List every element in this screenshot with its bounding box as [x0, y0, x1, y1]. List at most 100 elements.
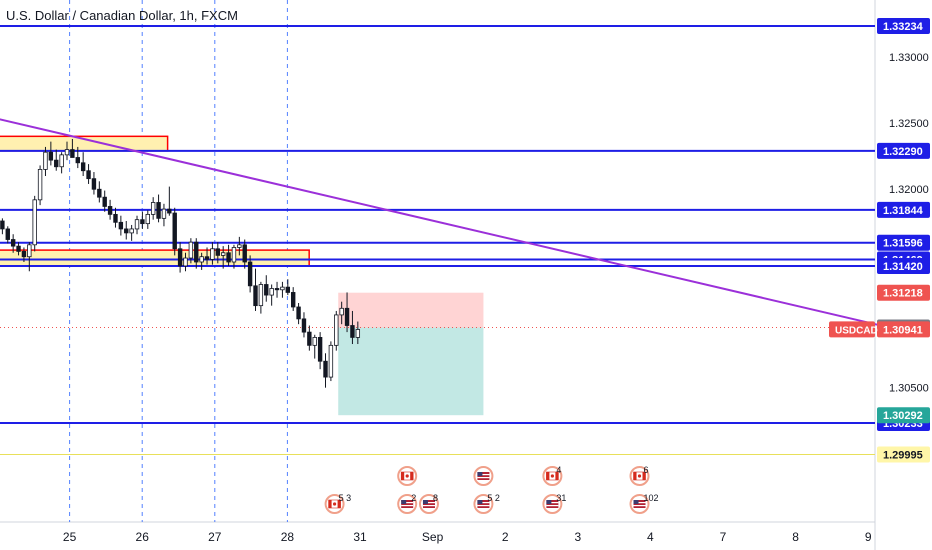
candle-body [204, 256, 210, 260]
usa-flag-stripe [633, 505, 646, 507]
time-tick-label: 3 [574, 530, 581, 544]
canada-flag-band [546, 472, 550, 480]
candle-body [140, 219, 145, 225]
level-price-label: 1.33234 [883, 21, 924, 33]
candle-body [220, 252, 226, 256]
candle-body [75, 157, 80, 164]
level-price-label-bg [877, 201, 930, 218]
candle-body [0, 220, 5, 230]
usa-flag-icon [546, 500, 559, 508]
candle-body [177, 248, 183, 267]
candle-body [226, 252, 231, 263]
candle-body [172, 212, 177, 250]
candle-body [328, 344, 334, 378]
time-tick-label: 7 [720, 530, 727, 544]
candle-body [37, 169, 43, 201]
time-tick-label: Sep [422, 530, 444, 544]
candle-body [339, 307, 344, 316]
usa-flag-stripe [422, 505, 435, 507]
event-count-label: 102 [644, 493, 659, 503]
usa-flag-stripe [546, 502, 559, 504]
level-price-label-bg [877, 18, 930, 34]
candle-body [91, 178, 97, 190]
event-count-label: 2 [411, 493, 416, 503]
current-price-label-bg [877, 321, 930, 338]
usa-flag-icon [422, 500, 435, 508]
usa-flag-canton [633, 500, 639, 504]
event-count-label: 6 [644, 465, 649, 475]
candle-body [145, 213, 150, 225]
maple-leaf-icon [637, 474, 642, 478]
maple-leaf-icon [405, 474, 409, 478]
canada-flag-band [337, 500, 341, 508]
usa-flag-stripe [546, 505, 559, 507]
stop-loss-zone[interactable] [338, 292, 484, 328]
time-tick-label: 9 [865, 530, 872, 544]
time-tick-label: 8 [792, 530, 799, 544]
level-price-label-bg [877, 142, 930, 159]
candle-body [285, 286, 291, 293]
candle-body [274, 288, 280, 291]
time-tick-label: 31 [353, 530, 367, 544]
usa-flag-stripe [401, 502, 414, 504]
candle-body [269, 288, 274, 296]
candle-body [264, 284, 269, 296]
canada-flag-band [633, 472, 637, 480]
position-price-label-bg [877, 407, 930, 424]
position-price-label-bg [877, 284, 930, 301]
price-tick-label: 1.30500 [889, 383, 929, 395]
usa-flag-canton [477, 500, 483, 504]
candle-body [258, 284, 264, 307]
level-price-label-bg [877, 234, 930, 251]
canada-flag-band [401, 472, 405, 480]
candle-body [280, 286, 285, 291]
chart-title: U.S. Dollar / Canadian Dollar, 1h, FXCM [6, 8, 238, 23]
candle-body [199, 256, 204, 263]
candle-body [21, 251, 27, 258]
price-tick-label: 1.32500 [889, 118, 929, 130]
candle-body [102, 196, 107, 207]
usa-flag-icon [477, 500, 490, 508]
time-tick-label: 4 [647, 530, 654, 544]
price-tick-label: 1.32000 [889, 184, 929, 196]
usa-flag-icon [401, 500, 414, 508]
candle-body [10, 239, 16, 247]
usa-flag-stripe [477, 474, 490, 476]
candle-body [210, 248, 215, 260]
time-tick-label: 26 [136, 530, 150, 544]
candle-body [124, 228, 129, 234]
level-price-label: 1.32290 [883, 146, 923, 158]
candle-body [161, 208, 167, 219]
candle-body [113, 213, 118, 223]
candle-body [323, 360, 328, 378]
canada-flag-band [410, 472, 414, 480]
candle-body [307, 331, 312, 346]
usa-flag-stripe [401, 505, 414, 507]
candle-body [97, 188, 102, 198]
candle-body [80, 162, 86, 172]
maple-leaf-icon [550, 474, 554, 478]
position-price-label: 1.30292 [883, 410, 923, 422]
price-tick-label: 1.33000 [889, 52, 929, 64]
candle-body [134, 219, 140, 230]
usa-flag-stripe [422, 502, 435, 504]
level-price-label: 1.31596 [883, 238, 923, 250]
canada-flag-band [555, 472, 559, 480]
usa-flag-stripe [633, 502, 646, 504]
candle-body [237, 244, 242, 248]
candle-body [129, 228, 134, 234]
usa-flag-icon [477, 472, 490, 480]
usa-flag-canton [477, 472, 483, 476]
candle-body [16, 245, 21, 252]
candle-body [27, 244, 32, 258]
usa-flag-canton [422, 500, 428, 504]
take-profit-zone[interactable] [338, 327, 484, 416]
event-count-label: 5 3 [339, 493, 352, 503]
level-price-label-bg [877, 446, 930, 463]
trendline[interactable] [0, 118, 887, 328]
candle-body [215, 248, 221, 256]
supply-demand-zone[interactable] [0, 249, 310, 267]
candle-body [355, 329, 361, 338]
